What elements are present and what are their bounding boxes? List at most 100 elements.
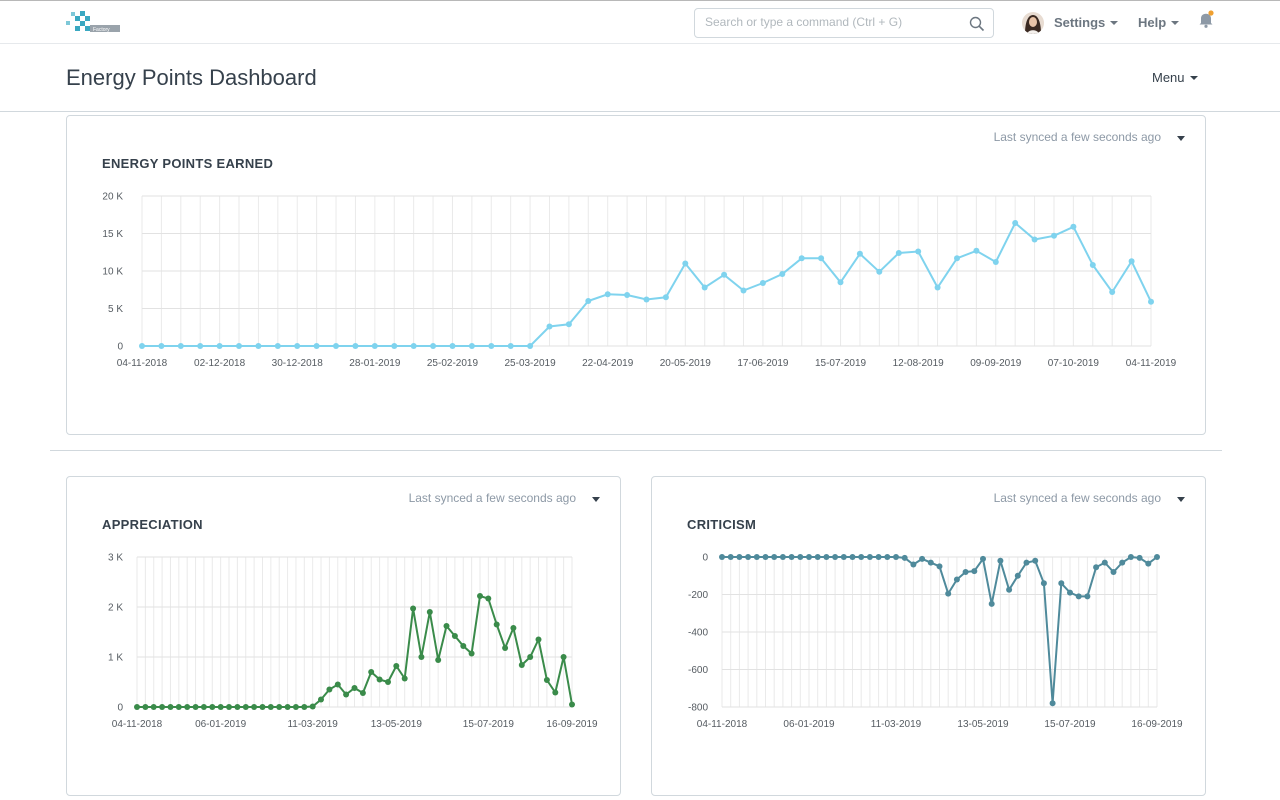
data-point — [936, 563, 943, 570]
data-point — [701, 284, 708, 291]
data-point — [158, 343, 165, 349]
y-tick-label: 15 K — [102, 229, 123, 240]
data-point — [435, 657, 442, 663]
data-point — [837, 279, 844, 286]
navbar: Factory Settings Help — [0, 0, 1280, 44]
settings-dropdown[interactable]: Settings — [1054, 15, 1119, 30]
data-point — [410, 605, 417, 612]
data-point — [736, 554, 743, 560]
data-point — [832, 554, 839, 560]
chart-title: APPRECIATION — [102, 517, 203, 532]
chevron-down-icon — [1110, 20, 1119, 25]
data-point — [971, 568, 978, 575]
data-point — [901, 554, 908, 561]
data-point — [740, 287, 747, 294]
data-point — [1154, 554, 1160, 560]
chart-title: ENERGY POINTS EARNED — [102, 156, 274, 171]
data-point — [159, 704, 166, 710]
data-point — [309, 703, 316, 710]
data-point — [753, 554, 760, 560]
card-options-caret-icon[interactable] — [1177, 497, 1185, 502]
menu-dropdown[interactable]: Menu — [1152, 70, 1198, 85]
y-tick-label: 10 K — [102, 267, 123, 278]
data-point — [1136, 554, 1143, 561]
data-point — [962, 569, 969, 575]
data-point — [234, 704, 241, 710]
y-tick-label: 0 — [117, 342, 123, 353]
data-point — [727, 554, 734, 560]
x-tick-label: 12-08-2019 — [893, 358, 945, 369]
data-point — [1110, 569, 1117, 575]
data-point — [292, 704, 299, 710]
card-options-caret-icon[interactable] — [592, 497, 600, 502]
data-point — [468, 343, 475, 349]
data-point — [1023, 559, 1030, 566]
factory-logo[interactable]: Factory — [64, 6, 124, 36]
search-icon[interactable] — [969, 16, 985, 32]
search-input[interactable] — [705, 15, 960, 29]
data-point — [840, 554, 847, 560]
help-dropdown[interactable]: Help — [1138, 15, 1180, 30]
data-point — [359, 690, 366, 696]
criticism-chart: -800 -600 -400 -200 0 04-11-2018 06-01-2019 11-… — [688, 553, 1183, 731]
y-tick-label: 3 K — [108, 553, 123, 564]
data-point — [893, 554, 899, 560]
x-tick-label: 25-03-2019 — [504, 358, 556, 369]
x-tick-label: 17-06-2019 — [737, 358, 789, 369]
data-point — [401, 675, 408, 682]
data-point — [1109, 289, 1116, 295]
data-point — [527, 343, 534, 349]
data-point — [849, 554, 856, 560]
x-tick-label: 07-10-2019 — [1048, 358, 1100, 369]
data-point — [1070, 223, 1077, 230]
data-point — [858, 554, 865, 560]
y-tick-label: -200 — [688, 590, 708, 601]
data-point — [927, 559, 934, 566]
data-point — [1006, 586, 1013, 593]
x-tick-label: 13-05-2019 — [371, 719, 423, 730]
data-point — [430, 343, 437, 349]
chevron-down-icon — [1189, 75, 1198, 80]
user-avatar[interactable] — [1022, 12, 1044, 34]
data-point — [1058, 580, 1065, 587]
x-tick-label: 04-11-2019 — [1126, 358, 1177, 369]
data-point — [326, 686, 333, 693]
data-point — [177, 343, 184, 349]
data-point — [410, 343, 417, 349]
data-point — [535, 636, 542, 643]
data-point — [875, 554, 882, 560]
data-point — [216, 343, 223, 349]
data-point — [393, 663, 400, 669]
data-point — [371, 343, 378, 349]
data-point — [953, 576, 960, 583]
appreciation-card: Last synced a few seconds ago APPRECIATI… — [66, 476, 621, 796]
data-point — [762, 554, 769, 560]
data-point — [318, 696, 324, 703]
search-box[interactable] — [694, 8, 994, 38]
x-tick-label: 16-09-2019 — [546, 719, 598, 730]
data-point — [1012, 220, 1019, 226]
data-point — [1093, 564, 1100, 571]
sync-status: Last synced a few seconds ago — [993, 130, 1161, 144]
x-tick-label: 15-07-2019 — [1044, 719, 1096, 730]
notification-dot — [1208, 10, 1214, 16]
x-tick-label: 13-05-2019 — [957, 719, 1009, 730]
data-point — [142, 704, 149, 710]
data-point — [1084, 593, 1091, 600]
data-point — [945, 590, 952, 597]
data-point — [565, 321, 572, 328]
data-point — [954, 255, 960, 262]
data-point — [1128, 258, 1135, 265]
data-point — [259, 704, 266, 710]
data-point — [510, 625, 517, 631]
data-point — [175, 704, 182, 710]
data-point — [209, 704, 216, 710]
sync-status: Last synced a few seconds ago — [993, 491, 1161, 505]
data-point — [294, 343, 301, 349]
menu-label: Menu — [1152, 70, 1185, 85]
card-options-caret-icon[interactable] — [1177, 136, 1185, 141]
data-point — [543, 677, 550, 683]
notification-bell-icon[interactable] — [1198, 10, 1214, 30]
data-point — [992, 259, 999, 265]
data-point — [1014, 572, 1021, 579]
